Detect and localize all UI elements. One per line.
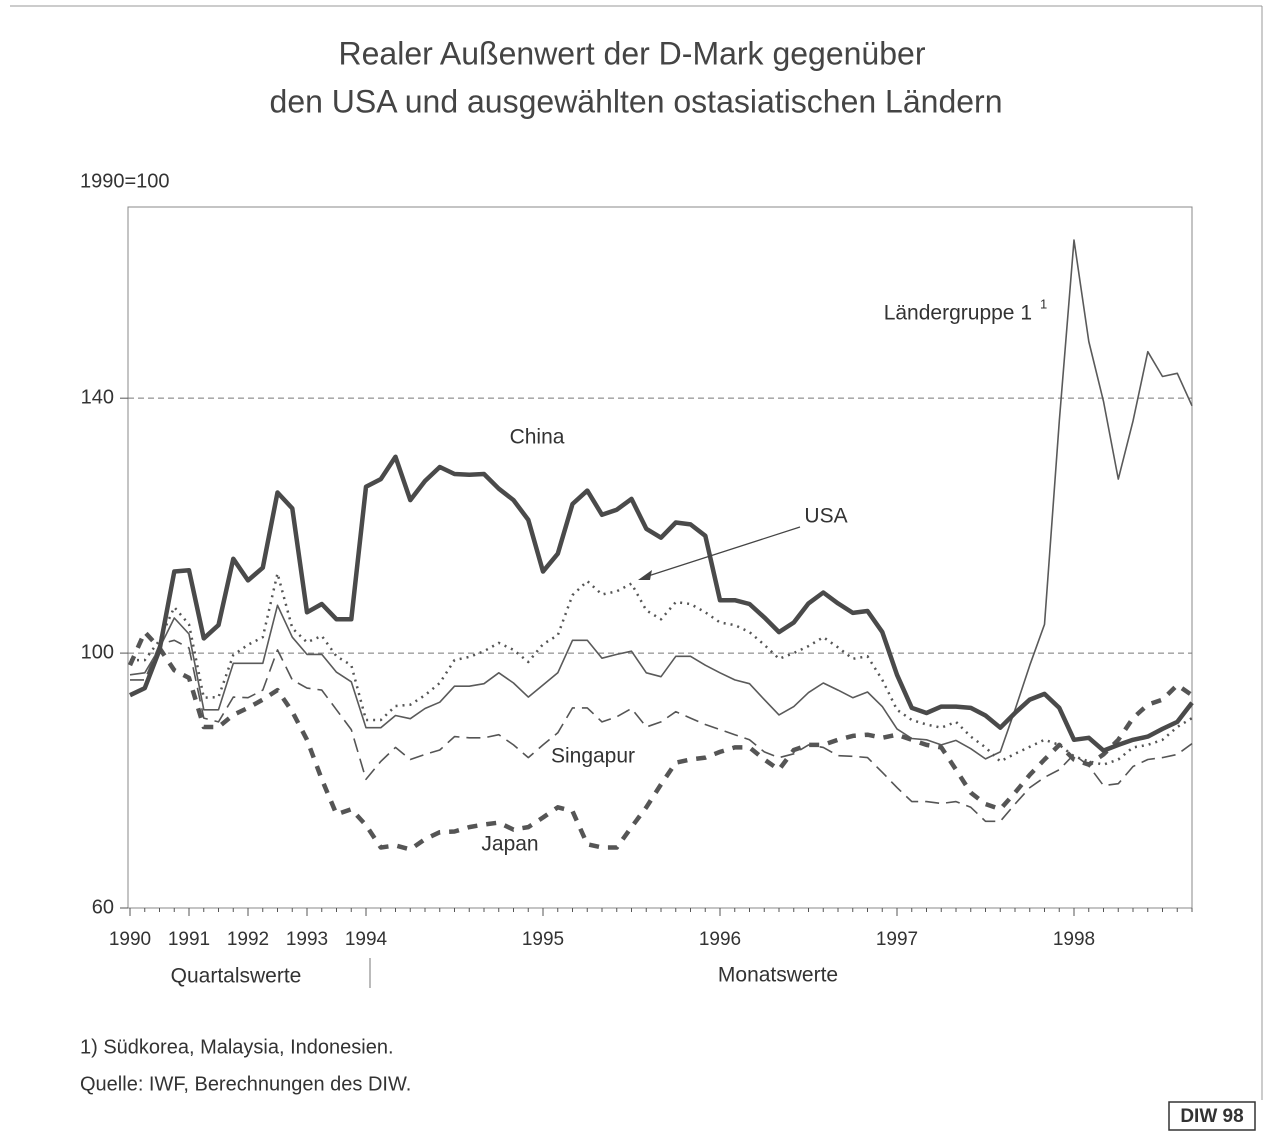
y-tick-label: 100 — [81, 641, 114, 663]
footnote: 1) Südkorea, Malaysia, Indonesien. — [80, 1036, 394, 1058]
source: Quelle: IWF, Berechnungen des DIW. — [80, 1073, 411, 1095]
series-label-japan: Japan — [481, 833, 538, 856]
series-label-laendergruppe: Ländergruppe 1 — [884, 302, 1032, 325]
plot-frame — [127, 206, 1193, 909]
series-line — [130, 572, 1193, 766]
x-tick-label: 1990 — [109, 929, 151, 950]
series-line — [129, 454, 1194, 753]
footnote-marker: 1 — [1040, 296, 1047, 311]
badge: DIW 98 — [1180, 1106, 1243, 1127]
x-tick-label: 1996 — [699, 929, 741, 950]
chart-title: Realer Außenwert der D-Mark gegenüber — [339, 35, 926, 71]
y-tick-label: 60 — [92, 896, 114, 918]
period-label: Quartalswerte — [171, 965, 302, 988]
series-line — [129, 239, 1193, 760]
x-tick-label: 1995 — [522, 929, 564, 950]
y-tick-label: 140 — [81, 386, 114, 408]
arrow-head — [638, 570, 652, 580]
series-label-china: China — [510, 426, 565, 449]
x-tick-label: 1991 — [168, 929, 210, 950]
series-label-usa: USA — [804, 505, 847, 528]
series-label-singapur: Singapur — [551, 745, 635, 768]
x-tick-label: 1992 — [227, 929, 269, 950]
chart-subtitle: den USA und ausgewählten ostasiatischen … — [270, 83, 1003, 119]
x-tick-label: 1994 — [345, 929, 388, 950]
badge-box — [1168, 1101, 1256, 1131]
plot-area: 60 100 140 1990 1991 1992 1993 1994 1995 1996 1997… — [81, 239, 1194, 950]
series-line — [130, 639, 1193, 823]
x-tick-label: 1993 — [286, 929, 328, 950]
series-line — [127, 629, 1194, 852]
x-tick-label: 1997 — [876, 929, 918, 950]
x-tick-label: 1998 — [1053, 929, 1095, 950]
period-label: Monatswerte — [718, 964, 838, 987]
annotation-arrow — [644, 526, 801, 578]
y-axis-label: 1990=100 — [80, 170, 170, 192]
